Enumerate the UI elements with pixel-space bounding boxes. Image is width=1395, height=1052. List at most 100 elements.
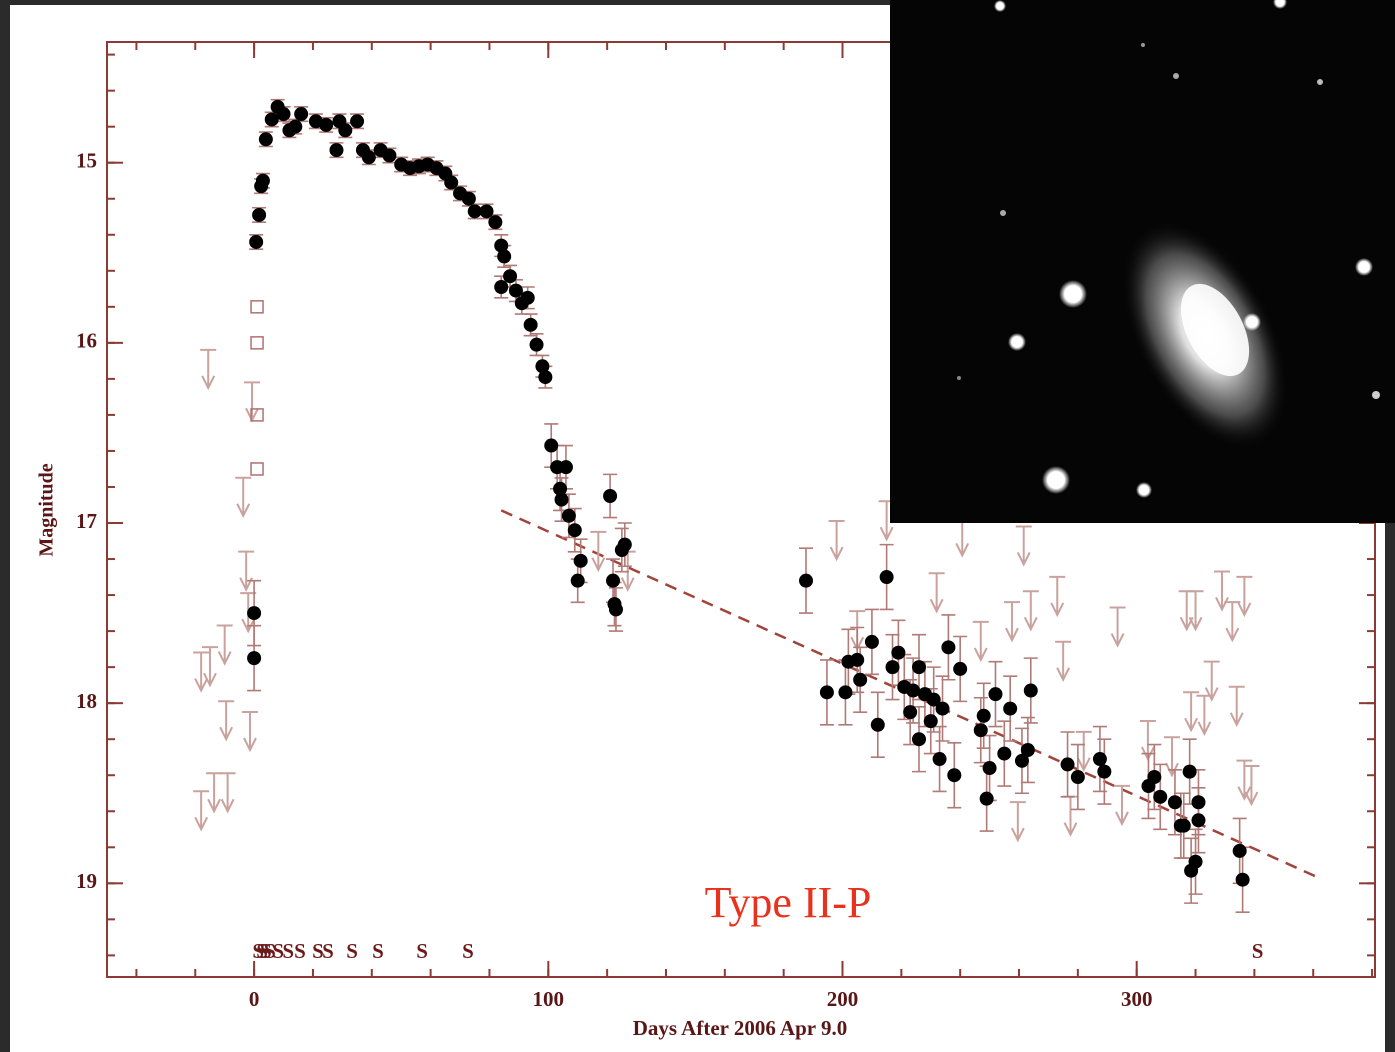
upper-limit [218,700,235,742]
detection [264,112,279,127]
detection [1092,752,1107,767]
detection [467,204,482,219]
detection [870,717,885,732]
upper-limit [219,772,236,814]
detection [976,708,991,723]
upper-limit [216,624,233,666]
upper-limit [1236,575,1253,618]
detection [1235,872,1250,887]
detection [570,573,585,588]
upper-limit [1049,575,1066,618]
detection [520,290,535,305]
upper-limit [590,530,607,573]
spectrum-marker: S [462,939,474,963]
detection [1014,753,1029,768]
star [1173,73,1179,79]
spectrum-marker: S [372,939,384,963]
detection [361,150,376,165]
x-tick-label: 100 [533,987,565,1011]
x-tick-label: 0 [249,987,260,1011]
upper-limit [928,572,945,614]
upper-limit [972,620,989,663]
detection [1153,789,1168,804]
detection [508,283,523,298]
detection [941,640,956,655]
upper-limit [1164,736,1180,778]
upper-limit [1228,685,1245,728]
spectrum-marker: S [346,939,358,963]
detection [255,173,270,188]
detection [819,685,834,700]
detection [494,238,509,253]
detection [497,249,512,264]
spectrum-marker: S [256,939,268,963]
y-tick-label: 18 [76,689,97,713]
detection [911,732,926,747]
spectrum-marker: S [272,939,284,963]
detection [1070,770,1085,785]
spectrum-marker: S [260,939,272,963]
upper-limit [201,646,218,688]
x-tick-label: 300 [1121,987,1153,1011]
upper-limit [1022,590,1039,632]
upper-limit [1015,525,1032,567]
detection [906,683,921,698]
detection [953,661,968,676]
upper-limit [193,790,210,832]
detection [338,123,353,138]
star [1355,258,1373,276]
detection [249,234,264,249]
star [1317,79,1323,85]
y-tick-label: 16 [76,329,97,353]
x-axis-label: Days After 2006 Apr 9.0 [633,1016,847,1040]
detection [1020,743,1035,758]
detection [258,132,273,147]
detection [444,175,459,190]
upper-limit [1009,801,1026,843]
upper-limit [1113,784,1130,827]
detection [494,280,509,295]
detection [979,791,994,806]
upper-limit [1183,691,1200,733]
detection [382,148,397,163]
detection [247,651,262,666]
spectrum-marker: S [312,939,324,963]
detection [988,687,1003,702]
spectrum-marker: S [322,939,334,963]
upper-limit [206,772,223,814]
detection [553,481,568,496]
upper-limit [1224,601,1241,643]
detection [1060,757,1075,772]
detection [1023,683,1038,698]
star [1141,43,1145,47]
upper-limit [1003,601,1020,643]
detection [503,269,518,284]
galaxy-inset [890,0,1395,523]
upper-limit [1243,765,1260,807]
detection [538,370,553,385]
detection [603,488,618,503]
upper-limit [1187,590,1204,632]
detection [982,761,997,776]
x-tick-label: 200 [827,987,859,1011]
square-point [250,300,264,314]
star [1243,313,1261,331]
spectrum-marker: S [264,939,276,963]
star [1372,391,1380,399]
spectrum-marker: S [294,939,306,963]
detection [891,645,906,660]
y-axis-label: Magnitude [36,463,58,556]
detection [554,492,569,507]
detection [885,660,900,675]
upper-limit [1109,606,1126,648]
star [1000,210,1006,216]
upper-limit [1075,730,1092,773]
detection [864,634,879,649]
detection [606,573,621,588]
upper-limit [193,651,210,693]
detection [350,114,365,129]
detection [617,537,632,552]
